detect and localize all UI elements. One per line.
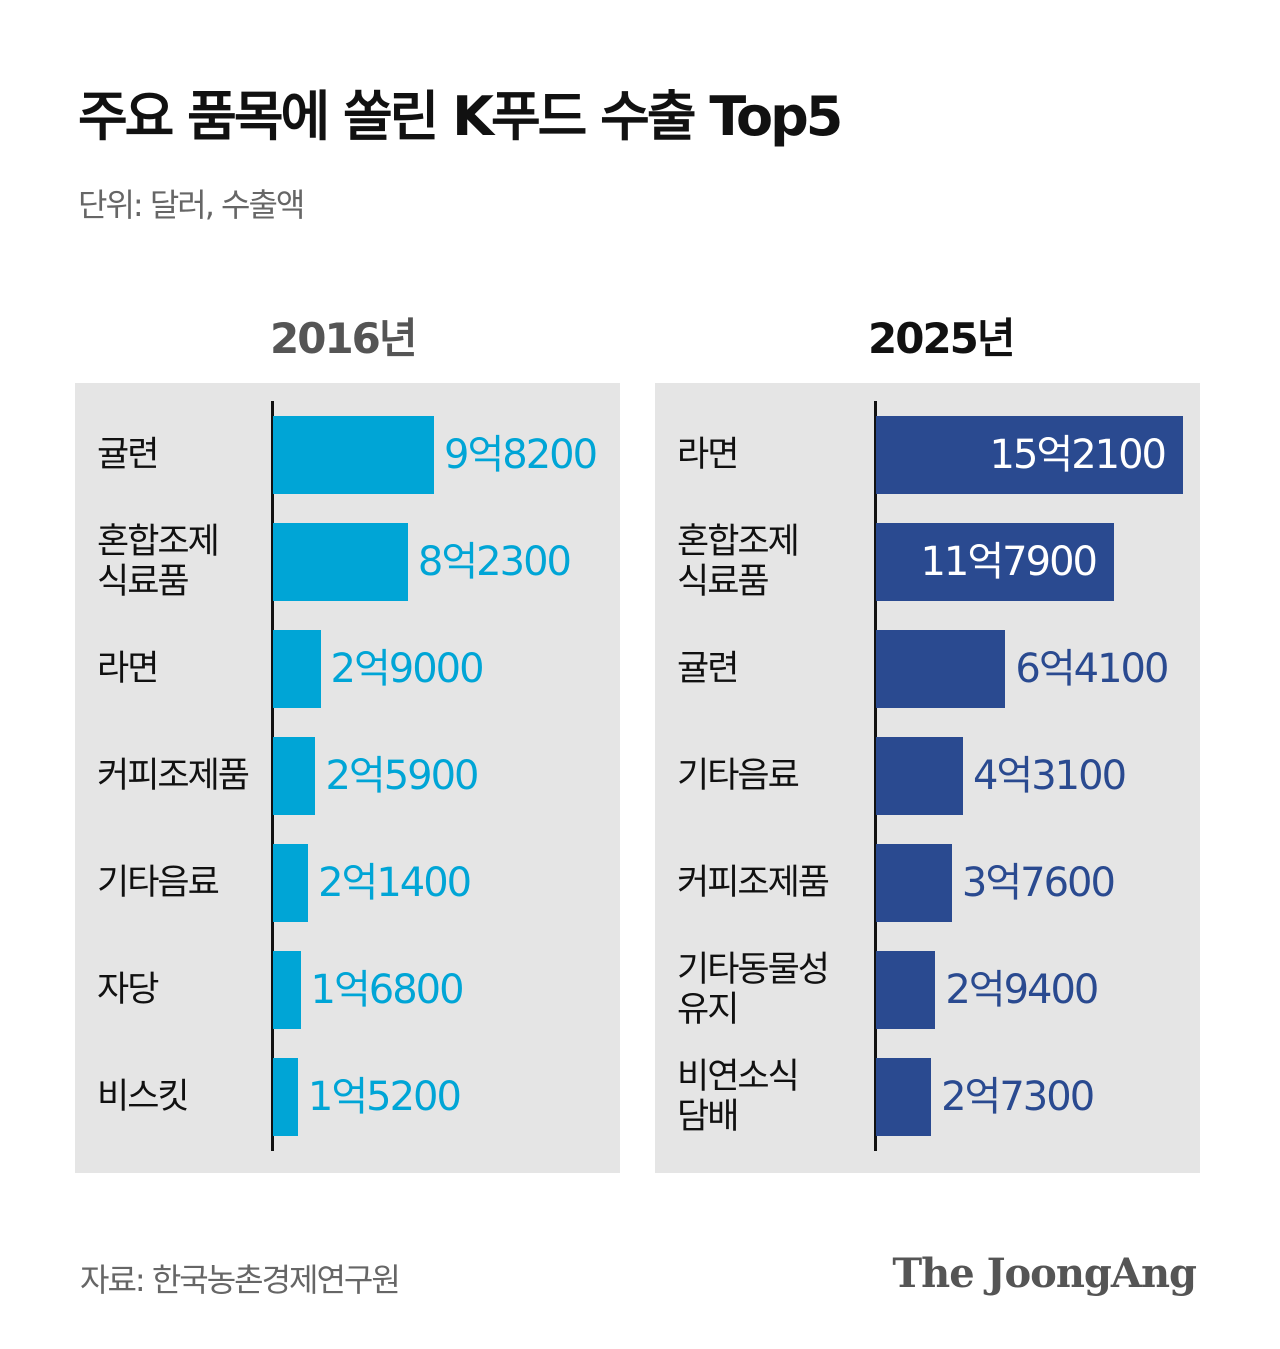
bar [876,1058,932,1136]
value-label: 2억5900 [325,753,479,799]
bar [876,630,1006,708]
category-label: 귤련 [677,649,739,689]
category-label: 혼합조제 식료품 [677,522,800,602]
value-label: 1억5200 [307,1074,462,1120]
bar [273,844,309,922]
category-label: 비연소식 담배 [677,1057,800,1137]
value-label: 2억7300 [941,1074,1095,1120]
year-2025-heading: 2025년 [868,314,1016,363]
bar [876,416,1183,494]
value-label: 2억9000 [330,646,485,692]
bar [273,951,301,1029]
category-label: 자당 [97,970,159,1010]
value-label: 6억4100 [1015,646,1169,692]
axis-line [874,401,877,1151]
bar [876,737,963,815]
bar [273,416,434,494]
category-label: 귤련 [97,435,159,475]
category-label: 기타음료 [97,863,220,903]
bar [273,737,316,815]
category-label: 라면 [677,435,739,475]
chart-title: 주요 품목에 쏠린 K푸드 수출 Top5 [78,85,843,148]
bar [876,844,952,922]
value-label: 11억7900 [920,539,1097,585]
value-label: 9억8200 [444,432,598,478]
value-label: 3억7600 [961,860,1116,906]
axis-line [271,401,274,1151]
category-label: 비스킷 [97,1077,190,1117]
value-label: 8억2300 [417,539,572,585]
category-label: 커피조제품 [97,756,250,796]
category-label: 커피조제품 [677,863,830,903]
category-label: 기타동물성 유지 [677,950,830,1030]
category-label: 혼합조제 식료품 [97,522,220,602]
chart-2025-panel: 라면 15억2100 혼합조제 식료품 11억7900 귤련 6억4100 기타음료 4억31… [655,383,1200,1173]
bar [273,1058,298,1136]
bar [273,523,408,601]
value-label: 15억2100 [989,432,1167,478]
the-joongang-logo: The JoongAng [892,1250,1197,1297]
value-label: 2억1400 [318,860,472,906]
value-label: 4억3100 [972,753,1127,799]
unit-subtitle: 단위: 달러, 수출액 [78,186,305,224]
category-label: 기타음료 [677,756,800,796]
year-2016-heading: 2016년 [270,314,418,363]
value-label: 2억9400 [945,967,1099,1013]
chart-2016-panel: 귤련 9억8200 혼합조제 식료품 8억2300 라면 2억9000 커피조제품 2억590… [75,383,620,1173]
source-note: 자료: 한국농촌경제연구원 [80,1261,401,1299]
value-label: 1억6800 [310,967,465,1013]
bar [876,523,1114,601]
bar [876,951,936,1029]
category-label: 라면 [97,649,159,689]
bar [273,630,321,708]
